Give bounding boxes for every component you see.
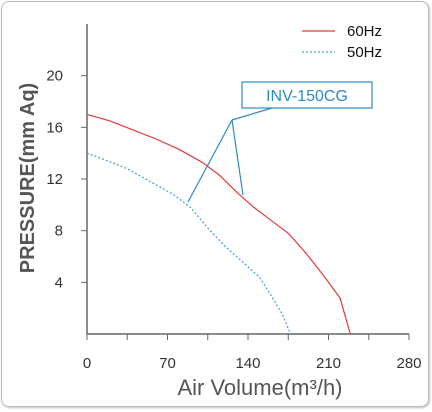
x-tick-label: 210 bbox=[316, 355, 341, 372]
x-tick-label: 0 bbox=[83, 355, 91, 372]
model-callout: INV-150CG bbox=[187, 81, 373, 203]
x-axis-label: Air Volume(m³/h) bbox=[177, 375, 342, 400]
x-tick-label: 140 bbox=[235, 355, 260, 372]
y-axis-label: PRESSURE(mm Aq) bbox=[17, 83, 39, 273]
axes bbox=[86, 24, 409, 335]
y-tick-label: 4 bbox=[55, 274, 63, 291]
y-tick-label: 20 bbox=[46, 68, 63, 85]
callout-line-to-50hz bbox=[187, 119, 233, 203]
x-tick-label: 280 bbox=[396, 355, 421, 372]
callout-line-to-60hz bbox=[231, 119, 244, 196]
series-line-50hz bbox=[86, 152, 292, 335]
y-ticks: 4 8 12 16 20 bbox=[46, 68, 87, 291]
y-tick-label: 12 bbox=[46, 171, 63, 188]
model-label: INV-150CG bbox=[266, 88, 348, 105]
y-tick-label: 16 bbox=[46, 119, 63, 136]
series-line-60hz bbox=[86, 113, 351, 335]
series-layer bbox=[86, 113, 351, 335]
model-label-box bbox=[241, 81, 373, 109]
x-tick-label: 70 bbox=[159, 355, 176, 372]
chart-frame: 4 8 12 16 20 0 70 140 210 280 Air Volume(m³/h) P… bbox=[1, 1, 429, 407]
y-tick-label: 8 bbox=[55, 223, 63, 240]
legend-label-60hz: 60Hz bbox=[347, 23, 382, 40]
x-ticks: 0 70 140 210 280 bbox=[83, 334, 422, 372]
legend-label-50hz: 50Hz bbox=[347, 44, 382, 61]
legend: 60Hz 50Hz bbox=[302, 23, 382, 61]
callout-line-to-box bbox=[231, 107, 273, 121]
x-axis-label-text: Air Volume(m³/h) bbox=[177, 375, 342, 400]
y-axis-label-text: PRESSURE(mm Aq) bbox=[17, 83, 39, 273]
